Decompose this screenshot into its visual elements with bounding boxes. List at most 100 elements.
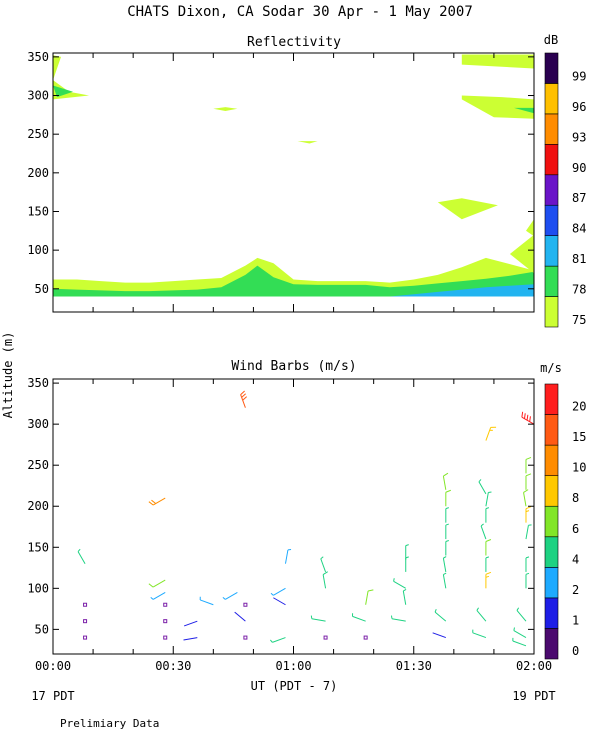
barb-half-feather xyxy=(445,523,449,526)
barb-half-feather xyxy=(516,607,520,611)
y-tick-label: 50 xyxy=(35,622,49,636)
reflectivity-region xyxy=(514,107,534,114)
wind-barb xyxy=(445,540,449,556)
barb-feather xyxy=(525,456,532,460)
wind-barb xyxy=(525,473,532,490)
barb-half-feather xyxy=(393,578,395,582)
end-date-note: 19 PDT xyxy=(512,689,555,703)
barb-feather xyxy=(148,501,154,506)
barb-staff xyxy=(183,620,198,627)
barb-staff xyxy=(284,549,289,564)
x-axis-label: UT (PDT - 7) xyxy=(251,679,338,693)
barb-half-feather xyxy=(525,556,530,559)
barb-staff xyxy=(311,618,326,622)
colorbar-swatch xyxy=(544,383,559,415)
wind-barb xyxy=(513,627,527,639)
colorbar-swatch xyxy=(544,597,559,629)
reflectivity-panel: 50 100 150 200 250 300 350 Reflectivity 75 78 81… xyxy=(27,33,586,328)
barb-half-feather xyxy=(485,507,490,510)
barb-feather xyxy=(525,473,532,477)
wind-barb xyxy=(476,607,487,622)
wind-barb xyxy=(472,629,487,639)
wind-barb xyxy=(365,589,374,605)
colorbar-tick-label: 6 xyxy=(572,522,579,536)
barb-half-feather xyxy=(443,556,447,559)
barb-staff xyxy=(478,481,487,495)
wind-barb xyxy=(77,548,86,564)
colorbar-tick-label: 78 xyxy=(572,283,586,297)
barb-half-feather xyxy=(476,607,479,611)
calm-marker xyxy=(323,635,328,640)
barb-half-feather xyxy=(443,572,447,575)
barb-staff xyxy=(240,394,246,408)
y-tick-label: 200 xyxy=(27,166,49,180)
barb-feather xyxy=(241,393,246,398)
wind-barb xyxy=(310,615,326,622)
barb-half-feather xyxy=(320,556,324,560)
colorbar-tick-label: 0 xyxy=(572,644,579,658)
colorbar-tick-label: 2 xyxy=(572,583,579,597)
colorbar-tick-label: 8 xyxy=(572,491,579,505)
barb-staff xyxy=(365,590,369,605)
barb-staff xyxy=(152,497,166,506)
y-tick-label: 100 xyxy=(27,581,49,595)
wind-barb xyxy=(485,426,497,441)
reflectivity-title: Reflectivity xyxy=(247,35,341,50)
reflectivity-regions xyxy=(53,54,534,297)
wind-barb xyxy=(442,472,449,490)
wind-barb xyxy=(322,571,328,589)
barb-staff xyxy=(442,574,447,589)
barb-staff xyxy=(472,632,487,639)
wind-barb xyxy=(442,572,447,589)
barb-staff xyxy=(513,630,527,639)
barb-staff xyxy=(200,599,214,606)
colorbar-swatch xyxy=(544,113,559,145)
barb-half-feather xyxy=(270,592,274,596)
y-tick-label: 300 xyxy=(27,417,49,431)
colorbar-swatch xyxy=(544,144,559,176)
wind-barb xyxy=(351,613,366,622)
reflectivity-region xyxy=(526,219,534,237)
y-tick-label: 100 xyxy=(27,243,49,257)
y-tick-label: 300 xyxy=(27,89,49,103)
barb-staff xyxy=(225,591,238,600)
wind-colorbar-label: m/s xyxy=(540,361,562,375)
barb-feather xyxy=(526,414,529,421)
wind-barb xyxy=(234,611,246,622)
wind-barb xyxy=(148,579,166,588)
colorbar-swatch xyxy=(544,174,559,206)
barb-feather xyxy=(523,489,529,493)
barb-staff xyxy=(476,610,487,622)
colorbar-swatch xyxy=(544,536,559,568)
barb-staff xyxy=(512,640,527,647)
wind-barb xyxy=(525,524,532,540)
wind-barb xyxy=(442,556,447,572)
colorbar-tick-label: 93 xyxy=(572,130,586,144)
wind-barb xyxy=(485,556,490,572)
barb-staff xyxy=(77,551,86,564)
colorbar-swatch xyxy=(544,628,559,660)
wind-barb xyxy=(183,620,198,627)
barb-half-feather xyxy=(478,479,482,483)
colorbar-swatch xyxy=(544,505,559,538)
barb-feather xyxy=(521,411,524,418)
barb-half-feather xyxy=(222,596,226,600)
x-tick-label: 01:30 xyxy=(396,659,432,673)
barb-staff xyxy=(521,416,535,425)
wind-barb xyxy=(512,637,527,647)
wind-barb xyxy=(521,411,535,425)
barb-staff xyxy=(516,610,527,622)
wind-barb xyxy=(240,390,248,408)
y-tick-label: 350 xyxy=(27,50,49,64)
wind-barb xyxy=(432,632,446,639)
colorbar-swatch xyxy=(544,265,559,297)
y-tick-label: 150 xyxy=(27,540,49,554)
barb-half-feather xyxy=(403,589,407,592)
wind-barb xyxy=(183,637,198,641)
colorbar-swatch xyxy=(544,83,559,115)
barb-half-feather xyxy=(434,609,437,613)
y-tick-label: 250 xyxy=(27,127,49,141)
y-tick-label: 250 xyxy=(27,458,49,472)
colorbar-tick-label: 99 xyxy=(572,69,586,83)
